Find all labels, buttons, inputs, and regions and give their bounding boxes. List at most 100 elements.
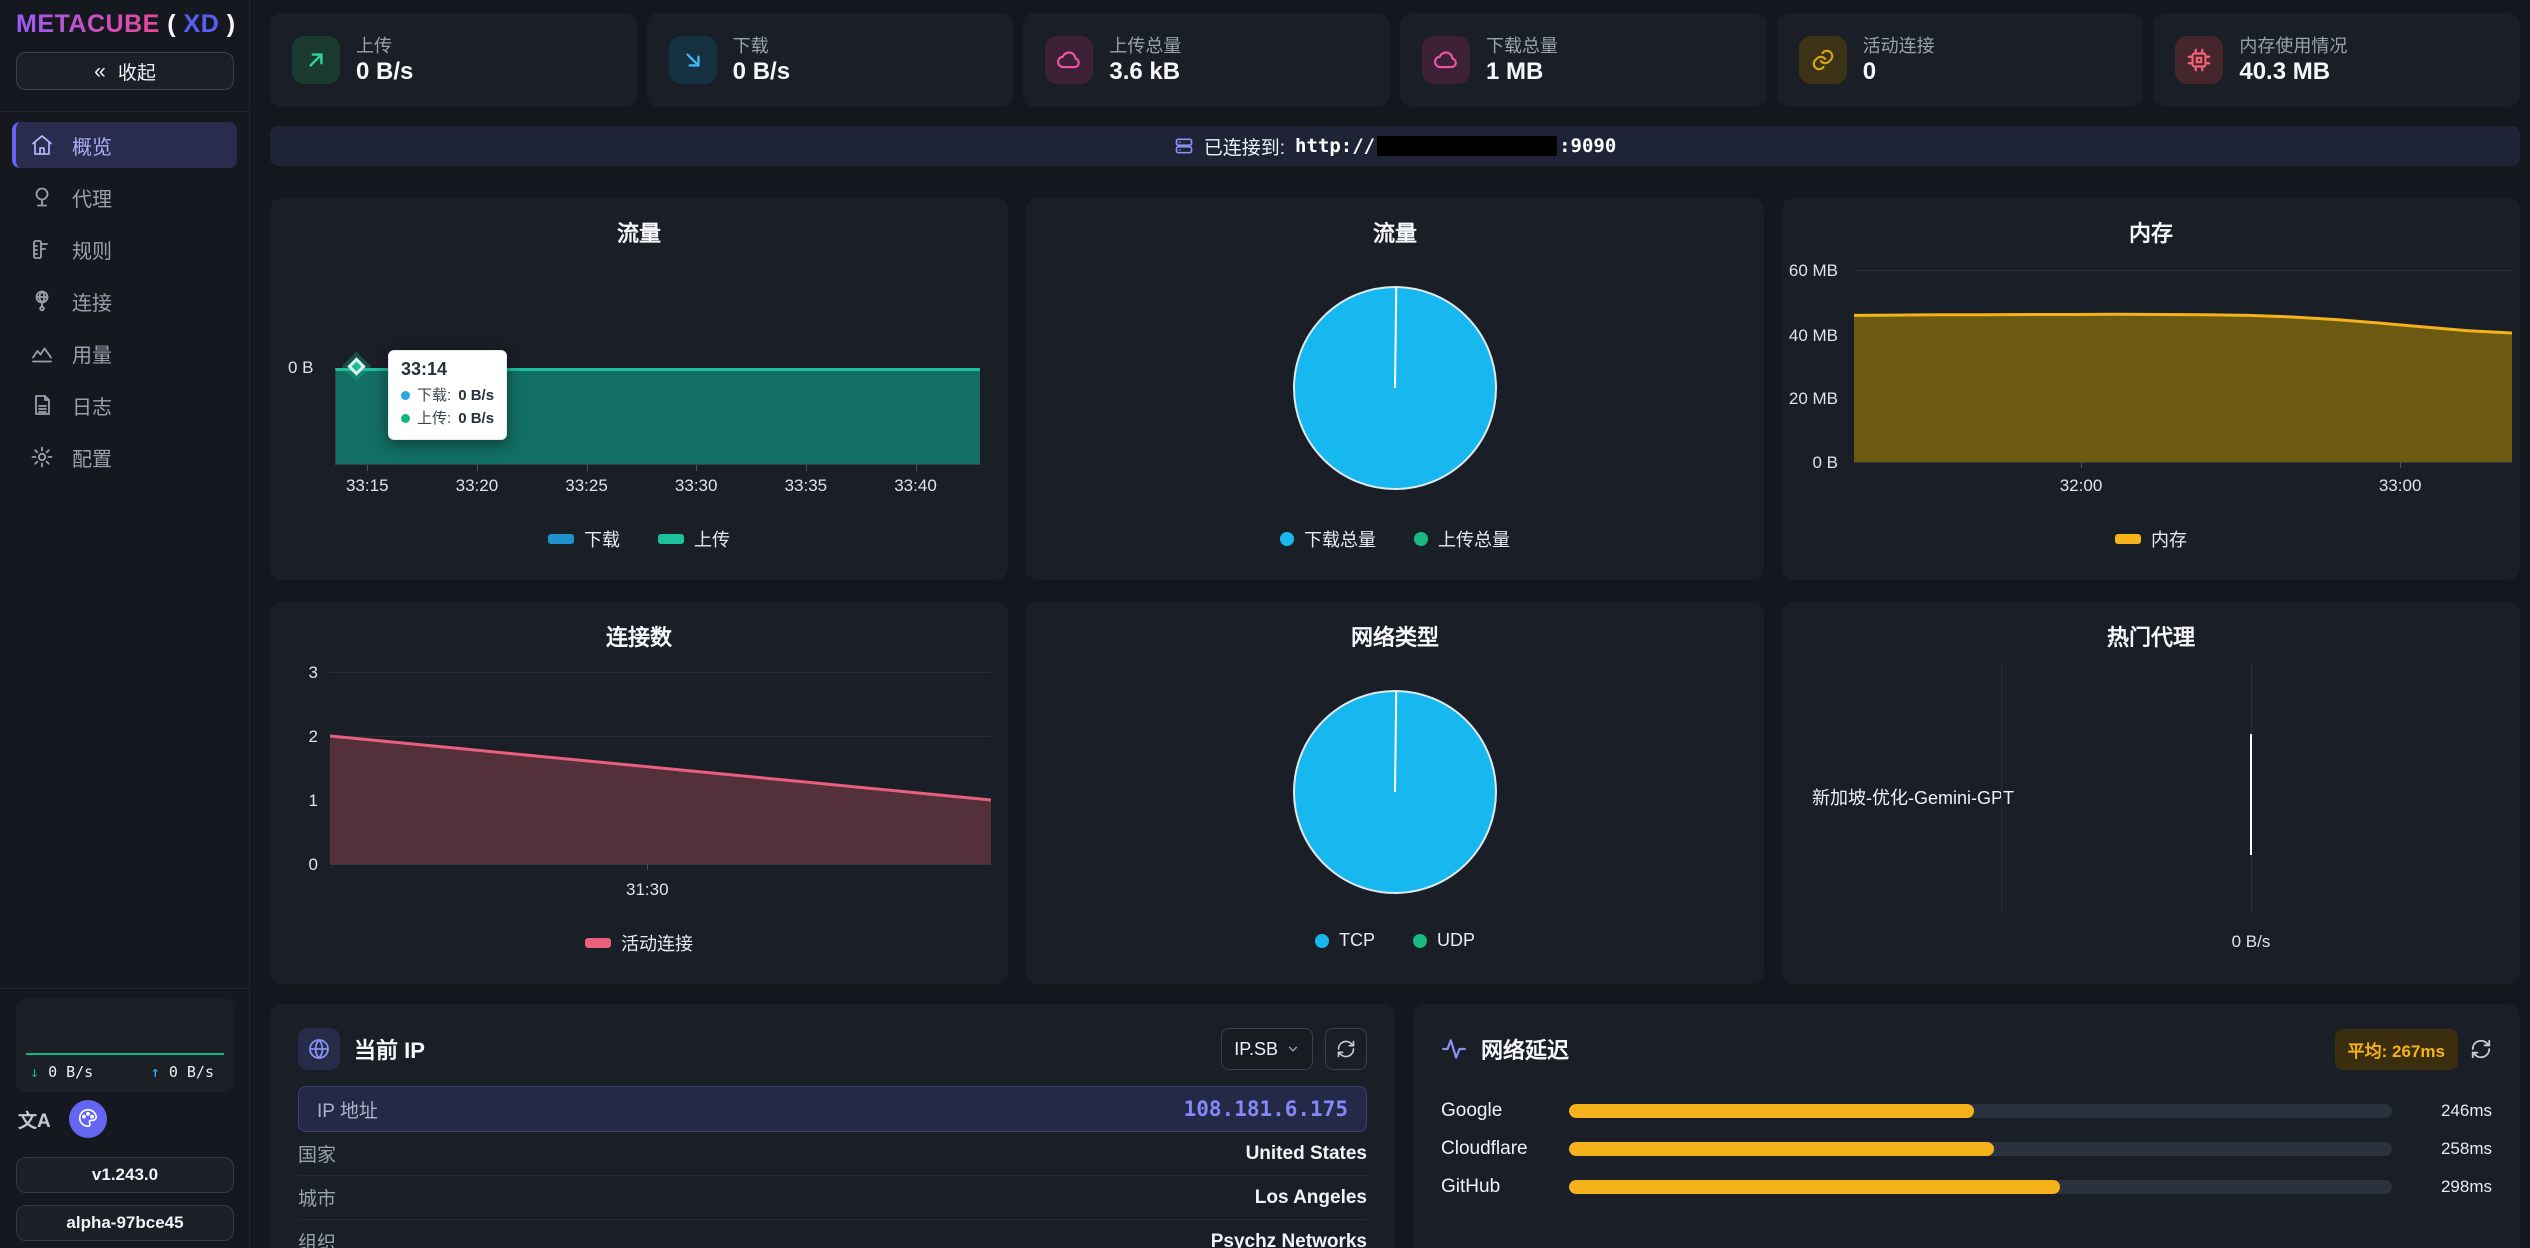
sidebar-item-overview[interactable]: 概览 xyxy=(12,122,237,168)
hovered-point-marker xyxy=(347,357,366,376)
bottom-panels: 当前 IP IP.SB IP 地址 108.181.6.175 xyxy=(270,1004,2520,1248)
legend-item-download[interactable]: 下载 xyxy=(548,526,620,552)
legend-item-active-connections[interactable]: 活动连接 xyxy=(585,930,693,956)
panel-header: 网络延迟 平均: 267ms xyxy=(1441,1028,2492,1070)
app-logo: METACUBE ( XD ) xyxy=(16,10,236,39)
logo-variant: XD xyxy=(183,10,220,38)
stat-value: 40.3 MB xyxy=(2239,58,2331,85)
y-tick-label: 20 MB xyxy=(1788,389,1838,408)
y-tick-label: 0 xyxy=(308,855,318,874)
chevron-down-icon xyxy=(1288,1046,1298,1052)
legend-item-tcp[interactable]: TCP xyxy=(1314,930,1375,951)
sidebar-upload-rate: ↑ 0 B/s xyxy=(150,1063,214,1081)
main-content: 上传 0 B/s 下载 0 B/s 上传总量 3.6 kB xyxy=(250,0,2530,1248)
sidebar-item-connections[interactable]: 连接 xyxy=(12,278,237,324)
logo-paren-open: ( xyxy=(167,10,177,38)
bar-zero-value xyxy=(2250,734,2252,855)
chart-legend: TCP UDP xyxy=(1026,930,1764,951)
y-tick-label: 3 xyxy=(308,663,318,682)
refresh-icon xyxy=(2471,1039,2491,1059)
stat-card-download: 下载 0 B/s xyxy=(646,13,1014,107)
theme-palette-button[interactable] xyxy=(68,1100,107,1138)
current-ip-panel: 当前 IP IP.SB IP 地址 108.181.6.175 xyxy=(270,1004,1395,1248)
arrow-up-icon: ↑ xyxy=(150,1063,160,1081)
chart-title: 内存 xyxy=(2128,221,2173,246)
legend-item-memory[interactable]: 内存 xyxy=(2115,526,2187,552)
latency-rows: Google 246ms Cloudflare 258ms GitHub 298… xyxy=(1441,1092,2492,1206)
tooltip-time: 33:14 xyxy=(401,359,448,379)
nav-label: 概览 xyxy=(72,136,112,159)
sidebar: METACUBE ( XD ) « 收起 概览 代理 xyxy=(0,0,250,1248)
memory-area-series xyxy=(1854,270,2512,462)
pie-chart xyxy=(1293,690,1497,894)
chart-legend: 下载 上传 xyxy=(270,526,1008,552)
link-icon xyxy=(1798,36,1847,84)
stat-label: 活动连接 xyxy=(1862,36,1935,56)
nav-label: 连接 xyxy=(72,292,112,315)
stat-label: 上传 xyxy=(356,36,392,56)
sidebar-nav: 概览 代理 规则 连接 xyxy=(12,122,237,486)
x-axis-label: 0 B/s xyxy=(2231,932,2271,951)
ip-source-select[interactable]: IP.SB xyxy=(1221,1028,1313,1070)
usage-chart-icon xyxy=(30,341,54,365)
latency-row-github: GitHub 298ms xyxy=(1441,1176,2492,1197)
logo-brand: METACUBE xyxy=(16,10,160,38)
tooltip-row: 下载 0 B/s xyxy=(401,384,494,407)
sparkline-series xyxy=(26,1053,224,1055)
stat-label: 下载总量 xyxy=(1486,36,1559,56)
bar-category-label: 新加坡-优化-Gemini-GPT xyxy=(1812,788,2014,808)
sidebar-traffic-sparkline: ↓ 0 B/s ↑ 0 B/s xyxy=(16,999,234,1092)
latency-bar-fill xyxy=(1569,1180,2060,1194)
stats-row: 上传 0 B/s 下载 0 B/s 上传总量 3.6 kB xyxy=(270,13,2521,107)
sidebar-item-logs[interactable]: 日志 xyxy=(12,382,237,428)
sidebar-item-proxies[interactable]: 代理 xyxy=(12,174,237,220)
sidebar-item-usage[interactable]: 用量 xyxy=(12,330,237,376)
latency-row-cloudflare: Cloudflare 258ms xyxy=(1441,1138,2492,1159)
proxy-globe-icon xyxy=(30,185,54,209)
charts-grid: 流量 0 B 33:14 下载 0 B/s 上传 0 B/s xyxy=(270,198,2520,984)
stat-card-upload-total: 上传总量 3.6 kB xyxy=(1023,13,1391,107)
panel-title: 当前 IP xyxy=(354,1038,425,1063)
legend-item-download-total[interactable]: 下载总量 xyxy=(1280,526,1376,552)
refresh-ip-button[interactable] xyxy=(1325,1028,1367,1070)
gridline xyxy=(330,736,991,737)
y-tick-label: 1 xyxy=(308,791,318,810)
legend-item-upload[interactable]: 上传 xyxy=(658,526,730,552)
y-tick-label: 2 xyxy=(308,727,318,746)
sidebar-collapse-button[interactable]: « 收起 xyxy=(16,52,234,90)
core-version-button[interactable]: v1.243.0 xyxy=(16,1157,234,1193)
ip-info-row-country: 国家 United States xyxy=(298,1132,1367,1176)
sidebar-divider xyxy=(0,111,249,112)
x-axis-ticks xyxy=(330,864,991,870)
sidebar-item-config[interactable]: 配置 xyxy=(12,434,237,480)
chart-connections: 连接数 3 2 1 0 31:30 活动连接 xyxy=(270,602,1008,984)
chevrons-left-icon: « xyxy=(94,59,106,83)
network-latency-panel: 网络延迟 平均: 267ms Google 246ms xyxy=(1413,1004,2520,1248)
sidebar-bottom-divider xyxy=(0,988,249,989)
arrow-up-right-icon xyxy=(292,36,340,84)
translate-icon[interactable]: 文A xyxy=(18,1110,51,1132)
chart-legend: 活动连接 xyxy=(270,930,1008,956)
stat-label: 上传总量 xyxy=(1109,36,1182,56)
ip-address-row: IP 地址 108.181.6.175 xyxy=(298,1086,1367,1132)
sidebar-download-rate: ↓ 0 B/s xyxy=(30,1063,94,1081)
legend-item-udp[interactable]: UDP xyxy=(1412,930,1475,951)
x-axis-labels: 31:30 xyxy=(625,880,669,899)
refresh-icon xyxy=(1337,1040,1355,1058)
panel-header: 当前 IP IP.SB xyxy=(298,1028,1367,1070)
stat-value: 3.6 kB xyxy=(1109,58,1181,85)
chart-title: 流量 xyxy=(616,221,661,246)
nav-label: 用量 xyxy=(72,344,112,367)
series-dot xyxy=(401,414,410,424)
series-dot xyxy=(401,391,410,401)
refresh-latency-button[interactable] xyxy=(2470,1028,2492,1070)
legend-item-upload-total[interactable]: 上传总量 xyxy=(1414,526,1510,552)
gridline xyxy=(1854,270,2512,271)
logo-paren-close: ) xyxy=(226,10,236,38)
network-globe-icon xyxy=(30,289,54,313)
sidebar-item-rules[interactable]: 规则 xyxy=(12,226,237,272)
dashboard-build-button[interactable]: alpha-97bce45 xyxy=(16,1205,234,1241)
x-axis-ticks xyxy=(1854,462,2512,468)
nav-label: 代理 xyxy=(72,188,112,211)
